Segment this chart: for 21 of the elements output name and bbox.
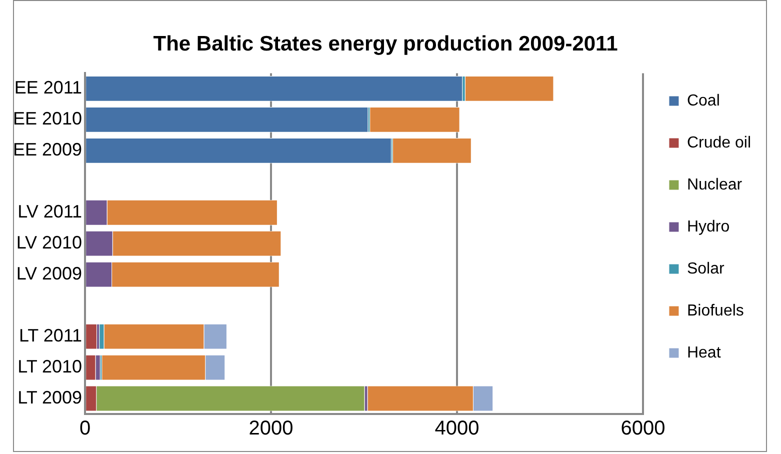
legend-label: Heat bbox=[686, 344, 722, 362]
y-tick-label: LV 2009 bbox=[16, 264, 82, 284]
legend-label: Crude oil bbox=[686, 134, 751, 152]
y-tick-label: EE 2009 bbox=[12, 140, 82, 160]
legend-label: Coal bbox=[686, 92, 720, 110]
legend-label: Hydro bbox=[686, 218, 730, 236]
y-tick-label: LT 2010 bbox=[18, 356, 82, 376]
y-tick-label: EE 2010 bbox=[12, 108, 82, 129]
x-tick-label: 0 bbox=[79, 418, 91, 440]
y-tick-label: EE 2011 bbox=[14, 78, 82, 98]
y-tick-label: LT 2011 bbox=[18, 326, 82, 346]
y-tick-label: LV 2011 bbox=[18, 202, 82, 222]
legend-label: Biofuels bbox=[686, 302, 744, 320]
x-tick-label: 4000 bbox=[434, 418, 480, 440]
x-tick-label: 6000 bbox=[620, 418, 666, 440]
y-tick-label: LT 2009 bbox=[18, 387, 82, 408]
legend-label: Nuclear bbox=[686, 176, 743, 194]
chart-title: The Baltic States energy production 2009-2011 bbox=[153, 32, 618, 56]
legend-label: Solar bbox=[686, 260, 725, 278]
y-tick-label: LV 2010 bbox=[16, 232, 82, 253]
x-tick-label: 2000 bbox=[248, 418, 294, 440]
